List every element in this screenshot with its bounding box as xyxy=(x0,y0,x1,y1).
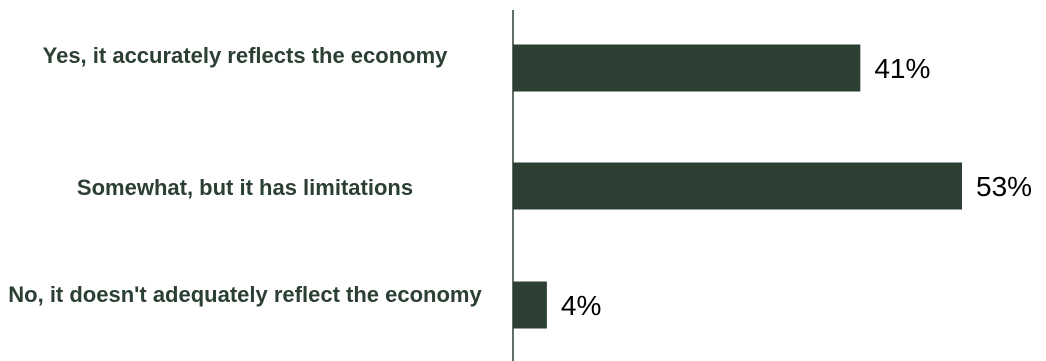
value-label-2: 4% xyxy=(561,290,601,321)
value-label-1: 53% xyxy=(976,171,1032,202)
value-label-0: 41% xyxy=(874,53,930,84)
category-label-somewhat: Somewhat, but it has limitations xyxy=(76,175,414,200)
category-label-yes: Yes, it accurately reflects the economy xyxy=(42,43,448,68)
bar-1 xyxy=(513,162,962,210)
category-label-no: No, it doesn't adequately reflect the ec… xyxy=(8,282,482,307)
bar-2 xyxy=(513,281,547,329)
bar-0 xyxy=(513,44,861,92)
